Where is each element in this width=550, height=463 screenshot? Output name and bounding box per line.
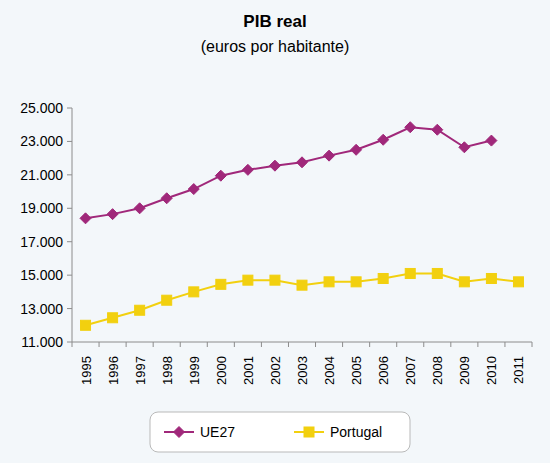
y-tick-label: 13.000 xyxy=(20,301,63,317)
x-tick-label: 2006 xyxy=(376,356,391,385)
x-tick-label: 2004 xyxy=(322,356,337,385)
marker xyxy=(459,277,469,287)
title: PIB real xyxy=(243,12,306,31)
x-tick-separator xyxy=(423,342,424,347)
x-tick-label: 2010 xyxy=(484,356,499,385)
x-tick-label: 1996 xyxy=(106,356,121,385)
marker xyxy=(513,277,523,287)
x-tick-separator xyxy=(369,342,370,347)
marker xyxy=(135,305,145,315)
marker xyxy=(189,287,199,297)
marker xyxy=(243,275,253,285)
x-tick-separator xyxy=(288,342,289,347)
y-tick xyxy=(67,141,72,142)
marker xyxy=(188,184,199,195)
marker xyxy=(351,277,361,287)
y-tick xyxy=(67,208,72,209)
y-tick-label: 23.000 xyxy=(20,133,63,149)
marker xyxy=(161,193,172,204)
y-tick xyxy=(67,174,72,175)
x-tick-label: 2011 xyxy=(511,356,526,384)
y-tick-label: 19.000 xyxy=(20,200,63,216)
marker xyxy=(107,209,118,220)
marker xyxy=(270,275,280,285)
marker xyxy=(216,279,226,289)
marker xyxy=(405,122,416,133)
x-tick-separator xyxy=(99,342,100,347)
marker xyxy=(215,170,226,181)
y-tick-label: 25.000 xyxy=(20,100,63,116)
marker xyxy=(486,273,496,283)
marker xyxy=(80,213,91,224)
x-tick-separator xyxy=(126,342,127,347)
x-tick-label: 2008 xyxy=(430,356,445,385)
x-tick-label: 2005 xyxy=(349,356,364,385)
x-tick-label: 2003 xyxy=(295,356,310,385)
x-tick-separator xyxy=(261,342,262,347)
y-tick-label: 11.000 xyxy=(21,334,63,350)
series-line xyxy=(86,273,519,325)
marker xyxy=(432,124,443,135)
y-tick-label: 15.000 xyxy=(20,267,63,283)
marker xyxy=(324,150,335,161)
marker xyxy=(351,144,362,155)
x-tick-label: 2001 xyxy=(241,356,256,385)
x-tick-separator xyxy=(450,342,451,347)
x-tick-separator xyxy=(504,342,505,347)
x-axis xyxy=(72,342,532,343)
x-tick-label: 1997 xyxy=(133,356,148,385)
x-tick-separator xyxy=(396,342,397,347)
x-tick-separator xyxy=(180,342,181,347)
y-tick-label: 17.000 xyxy=(20,234,63,250)
x-tick-label: 2000 xyxy=(214,356,229,385)
x-tick-separator xyxy=(207,342,208,347)
y-tick xyxy=(67,241,72,242)
y-tick xyxy=(67,342,72,343)
x-tick-separator xyxy=(532,342,533,347)
y-tick xyxy=(67,108,72,109)
x-tick-separator xyxy=(342,342,343,347)
marker xyxy=(162,295,172,305)
marker xyxy=(459,142,470,153)
y-tick xyxy=(67,308,72,309)
series-line xyxy=(86,127,492,218)
marker xyxy=(297,280,307,290)
x-tick-label: 1998 xyxy=(160,356,175,385)
legend-label: Portugal xyxy=(330,424,382,440)
legend-label: UE27 xyxy=(200,424,235,440)
x-tick-label: 2002 xyxy=(268,356,283,385)
marker xyxy=(108,313,118,323)
marker xyxy=(486,135,497,146)
plot-area xyxy=(80,122,523,331)
x-tick-separator xyxy=(234,342,235,347)
legend-marker xyxy=(304,427,314,437)
y-axis xyxy=(72,108,73,342)
x-tick-separator xyxy=(477,342,478,347)
chart: PIB real (euros por habitante) 11.000 13.00… xyxy=(0,0,550,463)
marker xyxy=(405,268,415,278)
marker xyxy=(378,134,389,145)
x-tick-label: 1995 xyxy=(79,356,94,385)
marker xyxy=(134,203,145,214)
x-tick-label: 2009 xyxy=(457,356,472,385)
legend-box xyxy=(150,412,410,452)
marker xyxy=(297,157,308,168)
x-tick-separator xyxy=(315,342,316,347)
x-tick-separator xyxy=(72,342,73,347)
legend: UE27 Portugal xyxy=(150,412,410,452)
marker xyxy=(324,277,334,287)
marker xyxy=(269,160,280,171)
y-tick-label: 21.000 xyxy=(20,167,63,183)
subtitle: (euros por habitante) xyxy=(201,38,350,55)
marker xyxy=(242,164,253,175)
x-tick-label: 2007 xyxy=(403,356,418,385)
marker xyxy=(432,268,442,278)
marker xyxy=(378,273,388,283)
legend-marker xyxy=(174,427,185,438)
y-tick xyxy=(67,275,72,276)
x-tick-separator xyxy=(153,342,154,347)
x-tick-label: 1999 xyxy=(187,356,202,385)
marker xyxy=(81,320,91,330)
